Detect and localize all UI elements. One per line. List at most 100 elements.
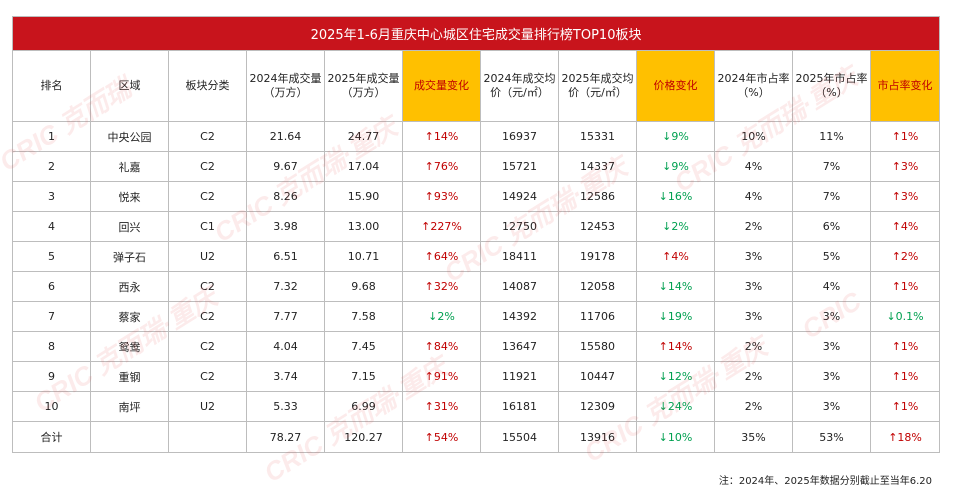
share-change-cell: ↓0.1% <box>869 301 941 332</box>
volume-2024-cell: 78.27 <box>246 421 325 453</box>
price-change-cell: ↑14% <box>636 331 715 362</box>
total-row: 合计 78.27 120.27 ↑54% 15504 13916 ↓10% 35% 53% ↑18… <box>12 421 941 453</box>
share-2024-cell: 35% <box>714 421 793 453</box>
volume-2024-cell: 3.74 <box>246 361 325 392</box>
volume-2024-cell: 21.64 <box>246 121 325 152</box>
area-cell <box>90 421 169 453</box>
table-row: 3 悦来 C2 8.26 15.90 ↑93% 14924 12586 ↓16% 4% 7% ↑3% <box>12 181 941 212</box>
column-header: 2025年成交均价（元/㎡） <box>558 50 637 122</box>
price-change-cell: ↓14% <box>636 271 715 302</box>
column-header: 板块分类 <box>168 50 247 122</box>
rank-cell: 8 <box>12 331 91 362</box>
table-row: 4 回兴 C1 3.98 13.00 ↑227% 12750 12453 ↓2% 2% 6% ↑4% <box>12 211 941 242</box>
share-2024-cell: 3% <box>714 301 793 332</box>
share-2024-cell: 2% <box>714 391 793 422</box>
share-2024-cell: 2% <box>714 211 793 242</box>
table-row: 9 重钢 C2 3.74 7.15 ↑91% 11921 10447 ↓12% 2% 3% ↑1% <box>12 361 941 392</box>
footnote: 注：2024年、2025年数据分别截止至当年6.20 <box>718 476 932 487</box>
share-2025-cell: 5% <box>792 241 871 272</box>
volume-change-cell: ↑93% <box>402 181 481 212</box>
column-header: 2024年成交均价（元/㎡） <box>480 50 559 122</box>
share-change-cell: ↑18% <box>869 421 941 453</box>
volume-change-cell: ↑14% <box>402 121 481 152</box>
table-row: 6 西永 C2 7.32 9.68 ↑32% 14087 12058 ↓14% 3% 4% ↑1% <box>12 271 941 302</box>
volume-2025-cell: 7.45 <box>324 331 403 362</box>
price-change-cell: ↓19% <box>636 301 715 332</box>
share-2025-cell: 6% <box>792 211 871 242</box>
share-2025-cell: 7% <box>792 151 871 182</box>
share-change-cell: ↑1% <box>869 361 941 392</box>
price-change-cell: ↓24% <box>636 391 715 422</box>
share-2025-cell: 53% <box>792 421 871 453</box>
share-change-cell: ↑2% <box>869 241 941 272</box>
rank-cell: 3 <box>12 181 91 212</box>
volume-change-cell: ↑31% <box>402 391 481 422</box>
volume-change-cell: ↑91% <box>402 361 481 392</box>
share-2025-cell: 3% <box>792 331 871 362</box>
price-2024-cell: 14924 <box>480 181 559 212</box>
volume-2024-cell: 4.04 <box>246 331 325 362</box>
category-cell: C2 <box>168 271 247 302</box>
category-cell: C2 <box>168 331 247 362</box>
column-header: 成交量变化 <box>402 50 481 122</box>
rank-cell: 4 <box>12 211 91 242</box>
area-cell: 中央公园 <box>90 121 169 152</box>
share-2025-cell: 3% <box>792 301 871 332</box>
rank-cell: 10 <box>12 391 91 422</box>
area-cell: 西永 <box>90 271 169 302</box>
volume-2025-cell: 120.27 <box>324 421 403 453</box>
rank-cell: 1 <box>12 121 91 152</box>
price-change-cell: ↓16% <box>636 181 715 212</box>
share-2025-cell: 7% <box>792 181 871 212</box>
table-row: 8 鸳鸯 C2 4.04 7.45 ↑84% 13647 15580 ↑14% 2% 3% ↑1% <box>12 331 941 362</box>
volume-2025-cell: 7.15 <box>324 361 403 392</box>
share-2025-cell: 11% <box>792 121 871 152</box>
table-row: 5 弹子石 U2 6.51 10.71 ↑64% 18411 19178 ↑4% 3% 5% ↑2% <box>12 241 941 272</box>
price-2025-cell: 19178 <box>558 241 637 272</box>
price-2024-cell: 14087 <box>480 271 559 302</box>
share-2024-cell: 10% <box>714 121 793 152</box>
share-2024-cell: 4% <box>714 151 793 182</box>
rank-cell: 2 <box>12 151 91 182</box>
share-change-cell: ↑1% <box>869 271 941 302</box>
share-2024-cell: 4% <box>714 181 793 212</box>
volume-change-cell: ↑64% <box>402 241 481 272</box>
price-2024-cell: 11921 <box>480 361 559 392</box>
column-header: 2024年成交量（万方） <box>246 50 325 122</box>
table-row: 10 南坪 U2 5.33 6.99 ↑31% 16181 12309 ↓24% 2% 3% ↑1% <box>12 391 941 422</box>
column-header: 2025年市占率（%） <box>792 50 871 122</box>
volume-change-cell: ↓2% <box>402 301 481 332</box>
area-cell: 重钢 <box>90 361 169 392</box>
column-header: 2025年成交量（万方） <box>324 50 403 122</box>
price-change-cell: ↓10% <box>636 421 715 453</box>
volume-change-cell: ↑54% <box>402 421 481 453</box>
price-2025-cell: 13916 <box>558 421 637 453</box>
share-2025-cell: 3% <box>792 361 871 392</box>
table-body: 1 中央公园 C2 21.64 24.77 ↑14% 16937 15331 ↓9% 10% 11%… <box>12 121 941 453</box>
price-change-cell: ↓9% <box>636 151 715 182</box>
volume-2024-cell: 9.67 <box>246 151 325 182</box>
ranking-table: 2025年1-6月重庆中心城区住宅成交量排行榜TOP10板块 排名 区域 板块分类 2… <box>11 16 941 453</box>
share-change-cell: ↑1% <box>869 121 941 152</box>
category-cell: C2 <box>168 301 247 332</box>
column-header: 价格变化 <box>636 50 715 122</box>
category-cell: C2 <box>168 151 247 182</box>
volume-change-cell: ↑76% <box>402 151 481 182</box>
volume-2025-cell: 6.99 <box>324 391 403 422</box>
column-header: 市占率变化 <box>869 50 941 122</box>
share-2025-cell: 3% <box>792 391 871 422</box>
share-2024-cell: 3% <box>714 271 793 302</box>
rank-cell: 7 <box>12 301 91 332</box>
volume-2025-cell: 7.58 <box>324 301 403 332</box>
area-cell: 悦来 <box>90 181 169 212</box>
share-2024-cell: 3% <box>714 241 793 272</box>
table-title: 2025年1-6月重庆中心城区住宅成交量排行榜TOP10板块 <box>11 16 941 51</box>
share-change-cell: ↑3% <box>869 151 941 182</box>
volume-2025-cell: 24.77 <box>324 121 403 152</box>
area-cell: 礼嘉 <box>90 151 169 182</box>
table-row: 7 蔡家 C2 7.77 7.58 ↓2% 14392 11706 ↓19% 3% 3% ↓0.1% <box>12 301 941 332</box>
column-header: 排名 <box>12 50 91 122</box>
area-cell: 蔡家 <box>90 301 169 332</box>
share-change-cell: ↑3% <box>869 181 941 212</box>
category-cell <box>168 421 247 453</box>
